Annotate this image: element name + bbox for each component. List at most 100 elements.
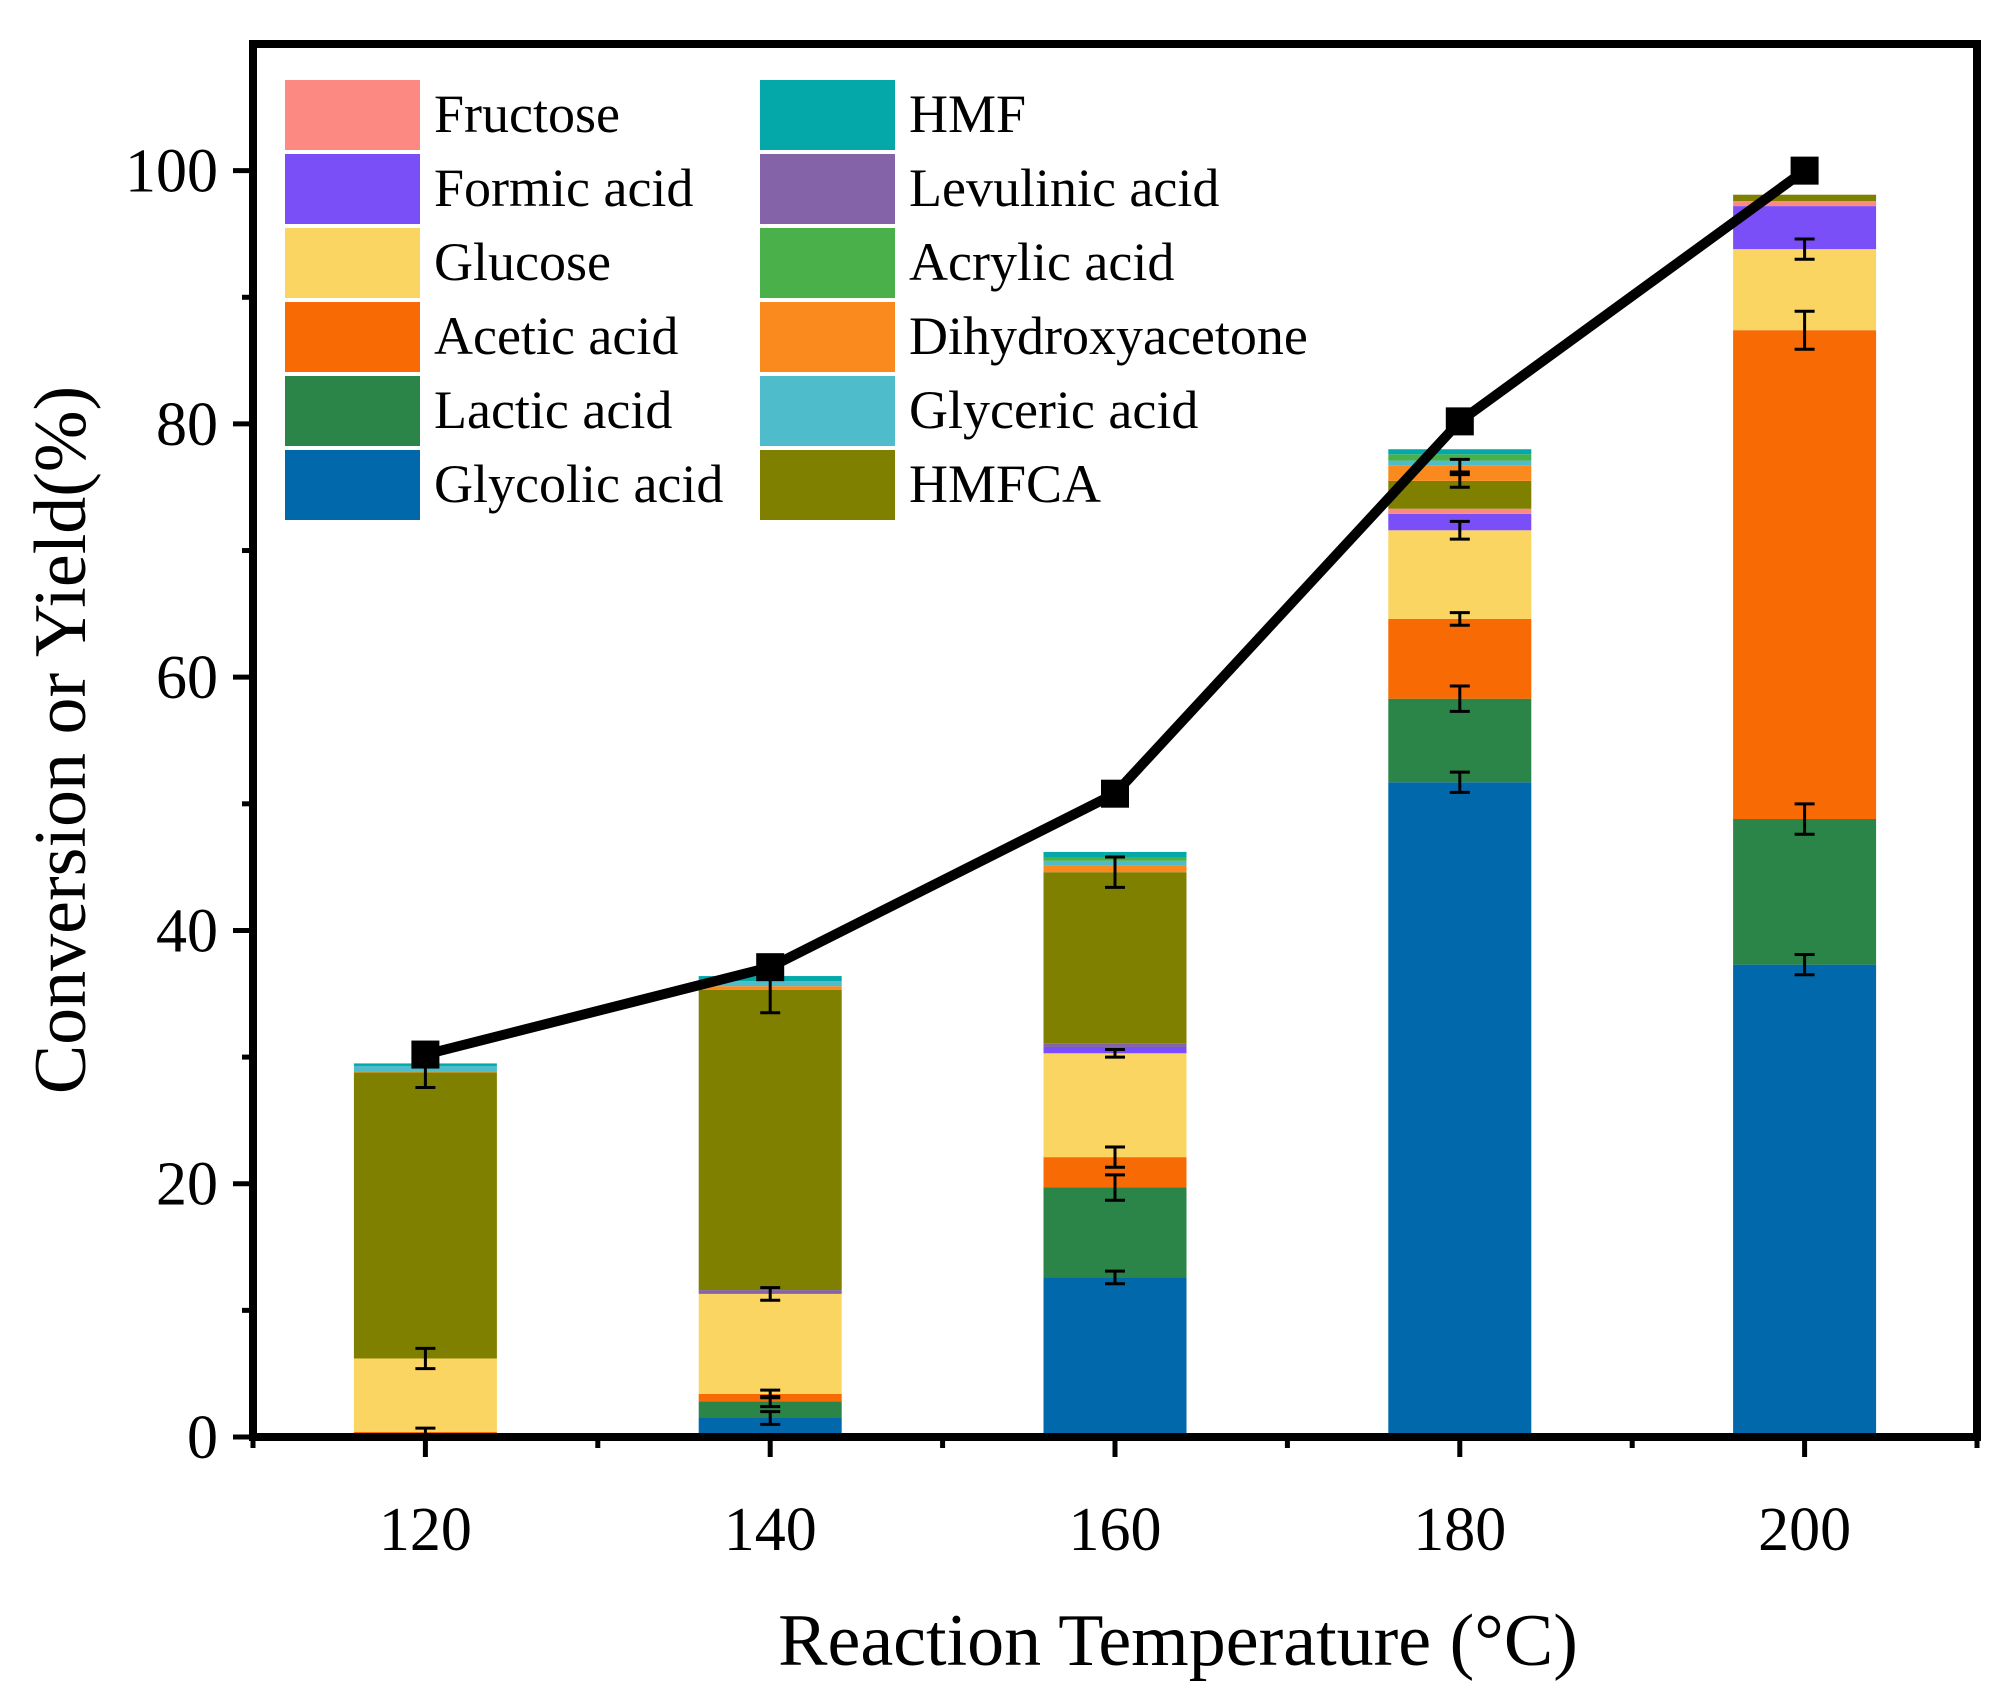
legend-swatch-glyceric-acid xyxy=(760,376,895,446)
bar-hmfca-140 xyxy=(698,989,842,1291)
legend-swatch-fructose xyxy=(285,80,420,150)
tick-labels: 120 140 160 180 200 0 20 40 60 80 100 xyxy=(125,138,1851,1564)
bar-hmfca-160 xyxy=(1043,872,1187,1044)
bar-hmfca-200 xyxy=(1733,194,1877,202)
y-tick-label-20: 20 xyxy=(156,1151,218,1219)
x-tick-label-120: 120 xyxy=(379,1496,472,1564)
legend-item-lactic-acid: Lactic acid xyxy=(285,376,672,446)
x-tick-label-160: 160 xyxy=(1069,1496,1162,1564)
error-bar-glucose-180 xyxy=(1449,519,1470,541)
legend-item-glyceric-acid: Glyceric acid xyxy=(760,376,1198,446)
legend-swatch-glycolic-acid xyxy=(285,450,420,520)
legend-label-lactic-acid: Lactic acid xyxy=(434,380,672,440)
bar-glucose-180 xyxy=(1388,530,1532,619)
error-bar-acetic-acid-140 xyxy=(760,1388,781,1400)
error-bar-dihydroxyacetone-180 xyxy=(1449,457,1470,474)
legend-label-acrylic-acid: Acrylic acid xyxy=(909,232,1174,292)
y-axis-title: Conversion or Yield(%) xyxy=(20,386,102,1094)
error-bar-hmfca-180 xyxy=(1449,473,1470,489)
bars-layer xyxy=(353,194,1877,1437)
y-tick-label-40: 40 xyxy=(156,897,218,965)
conversion-marker-140 xyxy=(756,953,785,982)
legend-swatch-dihydroxyacetone xyxy=(760,302,895,372)
legend: Fructose Formic acid Glucose Acetic acid Lac… xyxy=(285,80,1308,520)
x-axis-title: Reaction Temperature (°C) xyxy=(778,1600,1578,1682)
legend-item-levulinic-acid: Levulinic acid xyxy=(760,154,1219,224)
bar-lactic-acid-140 xyxy=(698,1401,842,1419)
legend-label-hmf: HMF xyxy=(909,84,1026,144)
bar-glycolic-acid-180 xyxy=(1388,782,1532,1437)
error-bar-glycolic-acid-180 xyxy=(1449,770,1470,794)
error-bar-glucose-140 xyxy=(760,1286,781,1302)
bar-lactic-acid-200 xyxy=(1733,819,1877,965)
legend-swatch-formic-acid xyxy=(285,154,420,224)
bar-glucose-120 xyxy=(353,1358,497,1432)
legend-item-dihydroxyacetone: Dihydroxyacetone xyxy=(760,302,1308,372)
error-bars-layer xyxy=(415,237,1815,1438)
x-tick-label-200: 200 xyxy=(1758,1496,1851,1564)
conversion-marker-200 xyxy=(1790,156,1819,185)
legend-item-glucose: Glucose xyxy=(285,228,611,298)
legend-item-fructose: Fructose xyxy=(285,80,620,150)
y-tick-label-80: 80 xyxy=(156,391,218,459)
error-bar-acetic-acid-200 xyxy=(1794,309,1815,351)
bar-acrylic-acid-180 xyxy=(1388,454,1532,461)
legend-label-formic-acid: Formic acid xyxy=(434,158,693,218)
error-bar-acetic-acid-180 xyxy=(1449,611,1470,627)
legend-label-hmfca: HMFCA xyxy=(909,454,1101,514)
bar-glycolic-acid-140 xyxy=(698,1418,842,1437)
x-tick-label-180: 180 xyxy=(1413,1496,1506,1564)
legend-swatch-acrylic-acid xyxy=(760,228,895,298)
conversion-line-layer xyxy=(411,156,1819,1069)
legend-label-glycolic-acid: Glycolic acid xyxy=(434,454,723,514)
legend-swatch-acetic-acid xyxy=(285,302,420,372)
legend-swatch-glucose xyxy=(285,228,420,298)
bar-acetic-acid-200 xyxy=(1733,330,1877,820)
bar-hmfca-120 xyxy=(353,1072,497,1359)
tick-marks xyxy=(233,168,1980,1457)
error-bar-glucose-200 xyxy=(1794,237,1815,261)
bar-hmf-180 xyxy=(1388,449,1532,455)
legend-label-fructose: Fructose xyxy=(434,84,620,144)
error-bar-glycolic-acid-140 xyxy=(760,1410,781,1426)
error-bar-lactic-acid-180 xyxy=(1449,684,1470,713)
bar-glucose-160 xyxy=(1043,1053,1187,1158)
legend-swatch-levulinic-acid xyxy=(760,154,895,224)
legend-label-acetic-acid: Acetic acid xyxy=(434,306,678,366)
legend-item-hmfca: HMFCA xyxy=(760,450,1101,520)
y-tick-label-0: 0 xyxy=(187,1404,218,1472)
conversion-marker-120 xyxy=(411,1040,440,1069)
legend-label-glucose: Glucose xyxy=(434,232,611,292)
error-bar-lactic-acid-200 xyxy=(1794,802,1815,836)
error-bar-acetic-acid-160 xyxy=(1105,1145,1125,1169)
x-tick-label-140: 140 xyxy=(724,1496,817,1564)
error-bar-glycolic-acid-200 xyxy=(1794,953,1815,977)
legend-swatch-lactic-acid xyxy=(285,376,420,446)
legend-item-glycolic-acid: Glycolic acid xyxy=(285,450,723,520)
legend-swatch-hmf xyxy=(760,80,895,150)
bar-levulinic-acid-160 xyxy=(1043,1043,1187,1047)
error-bar-glucose-120 xyxy=(415,1346,436,1371)
legend-item-acrylic-acid: Acrylic acid xyxy=(760,228,1174,298)
legend-swatch-hmfca xyxy=(760,450,895,520)
error-bar-glycolic-acid-160 xyxy=(1105,1269,1125,1286)
legend-label-dihydroxyacetone: Dihydroxyacetone xyxy=(909,306,1308,366)
bar-fructose-180 xyxy=(1388,508,1532,514)
error-bar-glucose-160 xyxy=(1105,1047,1125,1059)
error-bar-hmfca-160 xyxy=(1105,855,1125,889)
bar-glycolic-acid-160 xyxy=(1043,1277,1187,1437)
conversion-marker-160 xyxy=(1101,779,1129,808)
bar-glucose-140 xyxy=(698,1293,842,1394)
legend-item-formic-acid: Formic acid xyxy=(285,154,693,224)
bar-fructose-200 xyxy=(1733,201,1877,207)
conversion-marker-180 xyxy=(1445,407,1474,436)
error-bar-lactic-acid-160 xyxy=(1105,1173,1125,1202)
legend-label-glyceric-acid: Glyceric acid xyxy=(909,380,1198,440)
bar-lactic-acid-160 xyxy=(1043,1187,1187,1278)
y-tick-label-60: 60 xyxy=(156,644,218,712)
bar-glycolic-acid-200 xyxy=(1733,964,1877,1437)
y-tick-label-100: 100 xyxy=(125,138,218,206)
legend-item-hmf: HMF xyxy=(760,80,1026,150)
